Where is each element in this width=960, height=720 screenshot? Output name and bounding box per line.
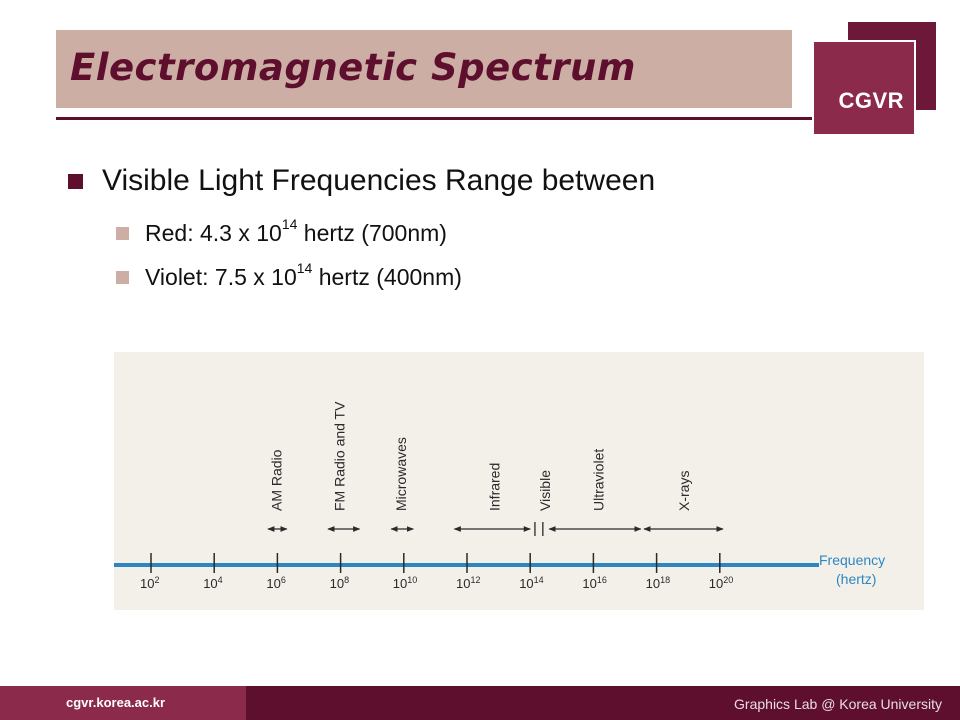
- tick-marks: 102 104 106 108 1010 1012 1014 1016 1018 1020: [140, 553, 733, 591]
- tick-label-8: 1018: [646, 575, 670, 591]
- spectrum-svg: Frequency (hertz) 102 104 106 108 1010 1012 10…: [114, 401, 885, 591]
- spectrum-diagram: Frequency (hertz) 102 104 106 108 1010 1012 10…: [114, 352, 924, 610]
- tick-label-6: 1014: [519, 575, 543, 591]
- tick-label-3: 108: [330, 575, 349, 591]
- band-label-1: FM Radio and TV: [332, 401, 348, 511]
- tick-label-5: 1012: [456, 575, 480, 591]
- axis-label-frequency: Frequency: [819, 552, 885, 568]
- tick-label-9: 1020: [709, 575, 733, 591]
- band-label-5: Ultraviolet: [591, 449, 607, 511]
- title-divider: [56, 117, 812, 120]
- tick-label-2: 106: [266, 575, 285, 591]
- exponent: 14: [296, 260, 313, 277]
- square-bullet-icon: [116, 227, 129, 240]
- cgvr-logo: CGVR: [812, 40, 916, 136]
- logo-text: CGVR: [838, 88, 904, 113]
- band-label-2: Microwaves: [393, 437, 409, 511]
- slide-title: Electromagnetic Spectrum: [70, 46, 636, 89]
- footer-url: cgvr.korea.ac.kr: [66, 695, 166, 710]
- tick-label-7: 1016: [582, 575, 606, 591]
- exponent: 14: [281, 216, 298, 233]
- band-label-4: Visible: [537, 470, 553, 511]
- tick-label-1: 104: [203, 575, 222, 591]
- band-label-3: Infrared: [486, 463, 502, 511]
- title-bar: Electromagnetic Spectrum: [56, 30, 792, 108]
- sub-bullet-text: Red: 4.3 x 1014 hertz (700nm): [145, 216, 447, 246]
- spectrum-bands: AM Radio FM Radio and TV Microwaves Infrare…: [267, 401, 724, 536]
- sub-bullet-text: Violet: 7.5 x 1014 hertz (400nm): [145, 260, 462, 290]
- tick-label-4: 1010: [393, 575, 417, 591]
- square-bullet-icon: [116, 271, 129, 284]
- tick-label-0: 102: [140, 575, 159, 591]
- main-bullet-text: Visible Light Frequencies Range between: [102, 164, 656, 197]
- band-label-0: AM Radio: [268, 449, 284, 511]
- footer-organization: Graphics Lab @ Korea University: [734, 696, 942, 712]
- axis-label-unit: (hertz): [836, 571, 876, 587]
- band-label-6: X-rays: [676, 471, 692, 511]
- footer-bar: cgvr.korea.ac.kr Graphics Lab @ Korea Un…: [0, 686, 960, 720]
- square-bullet-icon: [68, 174, 83, 189]
- footer-left-block: cgvr.korea.ac.kr: [0, 686, 246, 720]
